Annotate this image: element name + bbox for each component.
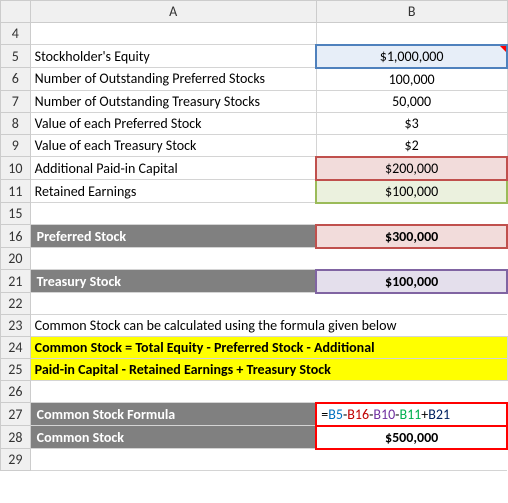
- row-num: 25: [1, 359, 31, 381]
- cell-a29[interactable]: [30, 449, 316, 471]
- cell-a7[interactable]: Number of Outstanding Treasury Stocks: [30, 90, 316, 112]
- row-num: 26: [1, 381, 31, 403]
- row-num: 22: [1, 293, 31, 315]
- cell-b4[interactable]: [316, 23, 507, 45]
- cell-a27[interactable]: Common Stock Formula: [30, 403, 316, 426]
- row-11: 11 Retained Earnings $100,000: [1, 180, 508, 203]
- row-num: 28: [1, 426, 31, 449]
- cell-b6[interactable]: 100,000: [316, 68, 507, 91]
- row-num: 8: [1, 112, 31, 134]
- cell-a6[interactable]: Number of Outstanding Preferred Stocks: [30, 68, 316, 91]
- row-9: 9 Value of each Treasury Stock $2: [1, 134, 508, 157]
- row-20: 20: [1, 248, 508, 270]
- row-27: 27 Common Stock Formula =B5-B16-B10-B11+…: [1, 403, 508, 426]
- row-29: 29: [1, 449, 508, 471]
- cell-a22[interactable]: [30, 293, 316, 315]
- cell-a20[interactable]: [30, 248, 316, 270]
- cell-a23[interactable]: Common Stock can be calculated using the…: [30, 315, 507, 337]
- row-num: 27: [1, 403, 31, 426]
- row-num: 20: [1, 248, 31, 270]
- row-28: 28 Common Stock $500,000: [1, 426, 508, 449]
- cell-b9[interactable]: $2: [316, 134, 507, 157]
- cell-a26[interactable]: [30, 381, 316, 403]
- cell-b7[interactable]: 50,000: [316, 90, 507, 112]
- cell-b29[interactable]: [316, 449, 507, 471]
- cell-a5[interactable]: Stockholder's Equity: [30, 45, 316, 68]
- ref-b16: B16: [347, 406, 369, 423]
- col-header-a: A: [30, 1, 316, 23]
- cell-b11[interactable]: $100,000: [316, 180, 507, 203]
- row-num: 29: [1, 449, 31, 471]
- row-num: 6: [1, 68, 31, 91]
- row-26: 26: [1, 381, 508, 403]
- row-num: 23: [1, 315, 31, 337]
- row-num: 24: [1, 337, 31, 359]
- cell-a8[interactable]: Value of each Preferred Stock: [30, 112, 316, 134]
- ref-b5: B5: [328, 406, 343, 423]
- row-7: 7 Number of Outstanding Treasury Stocks …: [1, 90, 508, 112]
- row-num: 15: [1, 203, 31, 225]
- cell-a25[interactable]: Paid-in Capital - Retained Earnings + Tr…: [30, 359, 507, 381]
- row-22: 22: [1, 293, 508, 315]
- row-16: 16 Preferred Stock $300,000: [1, 225, 508, 248]
- ref-b21: B21: [428, 406, 450, 423]
- cell-a16[interactable]: Preferred Stock: [30, 225, 316, 248]
- cell-b27[interactable]: =B5-B16-B10-B11+B21: [316, 403, 507, 426]
- cell-b15[interactable]: [316, 203, 507, 225]
- row-num: 5: [1, 45, 31, 68]
- cell-a24[interactable]: Common Stock = Total Equity - Preferred …: [30, 337, 507, 359]
- row-num: 4: [1, 23, 31, 45]
- cell-a11[interactable]: Retained Earnings: [30, 180, 316, 203]
- cell-b20[interactable]: [316, 248, 507, 270]
- row-10: 10 Additional Paid-in Capital $200,000: [1, 157, 508, 180]
- cell-b21[interactable]: $100,000: [316, 270, 507, 293]
- cell-b8[interactable]: $3: [316, 112, 507, 134]
- row-num: 11: [1, 180, 31, 203]
- cell-b26[interactable]: [316, 381, 507, 403]
- spreadsheet-grid: A B 4 5 Stockholder's Equity $1,000,000 …: [0, 0, 508, 471]
- cell-a28[interactable]: Common Stock: [30, 426, 316, 449]
- row-21: 21 Treasury Stock $100,000: [1, 270, 508, 293]
- row-24: 24 Common Stock = Total Equity - Preferr…: [1, 337, 508, 359]
- row-6: 6 Number of Outstanding Preferred Stocks…: [1, 68, 508, 91]
- row-15: 15: [1, 203, 508, 225]
- cell-b10[interactable]: $200,000: [316, 157, 507, 180]
- column-headers: A B: [1, 1, 508, 23]
- row-23: 23 Common Stock can be calculated using …: [1, 315, 508, 337]
- cell-b16[interactable]: $300,000: [316, 225, 507, 248]
- cell-a10[interactable]: Additional Paid-in Capital: [30, 157, 316, 180]
- cell-a4[interactable]: [30, 23, 316, 45]
- row-num: 7: [1, 90, 31, 112]
- row-4: 4: [1, 23, 508, 45]
- cell-b5[interactable]: $1,000,000: [316, 45, 507, 68]
- comment-indicator-icon: [500, 46, 506, 52]
- ref-b11: B11: [399, 406, 421, 423]
- row-5: 5 Stockholder's Equity $1,000,000: [1, 45, 508, 68]
- row-num: 21: [1, 270, 31, 293]
- row-25: 25 Paid-in Capital - Retained Earnings +…: [1, 359, 508, 381]
- cell-a21[interactable]: Treasury Stock: [30, 270, 316, 293]
- cell-b28[interactable]: $500,000: [316, 426, 507, 449]
- row-num: 16: [1, 225, 31, 248]
- cell-b22[interactable]: [316, 293, 507, 315]
- row-num: 10: [1, 157, 31, 180]
- col-header-b: B: [316, 1, 507, 23]
- cell-a15[interactable]: [30, 203, 316, 225]
- row-num: 9: [1, 134, 31, 157]
- row-8: 8 Value of each Preferred Stock $3: [1, 112, 508, 134]
- ref-b10: B10: [373, 406, 395, 423]
- cell-a9[interactable]: Value of each Treasury Stock: [30, 134, 316, 157]
